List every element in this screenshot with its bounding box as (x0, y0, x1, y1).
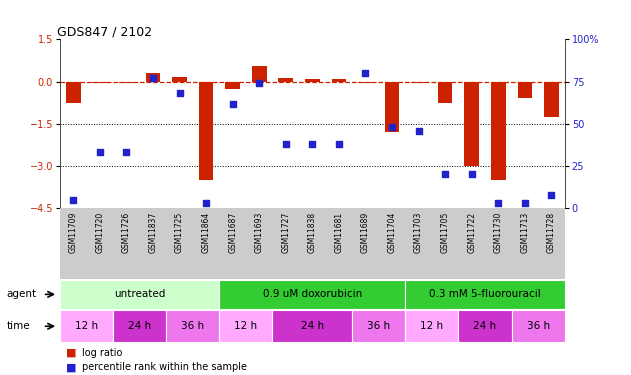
Bar (352, 310, 405, 342)
Text: GSM11709: GSM11709 (69, 211, 78, 253)
Point (254, 80, 264, 86)
Text: GSM11727: GSM11727 (281, 211, 290, 253)
Point (121, 149, 131, 155)
Text: GSM11703: GSM11703 (414, 211, 423, 253)
Bar (273, 310, 352, 342)
Point (467, 171, 477, 177)
Text: percentile rank within the sample: percentile rank within the sample (82, 363, 247, 372)
Point (520, 200, 530, 206)
Bar (491, 82, 505, 180)
Text: 0.9 uM doxorubicin: 0.9 uM doxorubicin (262, 290, 362, 299)
Text: 12 h: 12 h (75, 321, 98, 331)
Point (228, 100, 238, 106)
Text: GSM11837: GSM11837 (148, 211, 157, 253)
Text: 24 h: 24 h (301, 321, 324, 331)
Point (95, 149, 105, 155)
Point (68, 196, 78, 202)
Bar (60, 310, 113, 342)
Bar (405, 280, 565, 309)
Bar (119, 82, 134, 83)
Text: 36 h: 36 h (527, 321, 550, 331)
Text: GSM11687: GSM11687 (228, 211, 237, 253)
Bar (146, 73, 160, 82)
Point (281, 141, 291, 147)
Text: time: time (6, 321, 30, 331)
Point (201, 200, 211, 206)
Text: GSM11722: GSM11722 (468, 211, 476, 253)
Text: GDS847 / 2102: GDS847 / 2102 (57, 25, 153, 38)
Text: GSM11728: GSM11728 (547, 211, 556, 253)
Point (174, 90, 184, 96)
Text: untreated: untreated (114, 290, 165, 299)
Point (360, 70, 370, 76)
Text: 12 h: 12 h (234, 321, 257, 331)
Bar (544, 82, 559, 117)
Bar (332, 80, 346, 82)
Text: 12 h: 12 h (420, 321, 444, 331)
Bar (512, 310, 565, 342)
Bar (438, 82, 452, 103)
Text: ■: ■ (66, 363, 77, 372)
Point (307, 141, 317, 147)
Bar (385, 82, 399, 132)
Bar (220, 280, 405, 309)
Text: GSM11713: GSM11713 (521, 211, 529, 253)
Text: 36 h: 36 h (181, 321, 204, 331)
Point (148, 75, 158, 81)
Text: GSM11689: GSM11689 (361, 211, 370, 253)
Bar (305, 79, 320, 82)
Point (493, 200, 504, 206)
Bar (405, 310, 459, 342)
Bar (464, 82, 479, 166)
Text: GSM11704: GSM11704 (387, 211, 396, 253)
Bar (252, 66, 266, 82)
Bar (93, 82, 107, 83)
Text: GSM11725: GSM11725 (175, 211, 184, 253)
Text: 24 h: 24 h (473, 321, 497, 331)
Text: GSM11720: GSM11720 (95, 211, 104, 253)
Bar (113, 310, 166, 342)
Point (413, 128, 423, 134)
Bar (358, 82, 373, 83)
Text: log ratio: log ratio (82, 348, 122, 357)
Text: GSM11681: GSM11681 (334, 211, 343, 253)
Text: 0.3 mM 5-fluorouracil: 0.3 mM 5-fluorouracil (429, 290, 541, 299)
Bar (278, 78, 293, 82)
Point (440, 171, 451, 177)
Text: GSM11730: GSM11730 (494, 211, 503, 253)
Point (334, 141, 344, 147)
Bar (199, 82, 213, 180)
Bar (459, 310, 512, 342)
Text: ■: ■ (66, 348, 77, 357)
Point (387, 124, 397, 130)
Bar (225, 82, 240, 90)
Text: GSM11838: GSM11838 (308, 211, 317, 253)
Bar (517, 82, 532, 99)
Text: GSM11864: GSM11864 (201, 211, 211, 253)
Text: agent: agent (6, 290, 37, 299)
Text: 36 h: 36 h (367, 321, 391, 331)
Text: GSM11705: GSM11705 (440, 211, 450, 253)
Bar (166, 310, 220, 342)
Bar (66, 82, 81, 103)
Text: 24 h: 24 h (128, 321, 151, 331)
Bar (172, 77, 187, 82)
Point (546, 192, 557, 198)
Bar (60, 280, 220, 309)
Text: GSM11726: GSM11726 (122, 211, 131, 253)
Bar (220, 310, 273, 342)
Bar (411, 82, 426, 83)
Text: GSM11693: GSM11693 (255, 211, 264, 253)
